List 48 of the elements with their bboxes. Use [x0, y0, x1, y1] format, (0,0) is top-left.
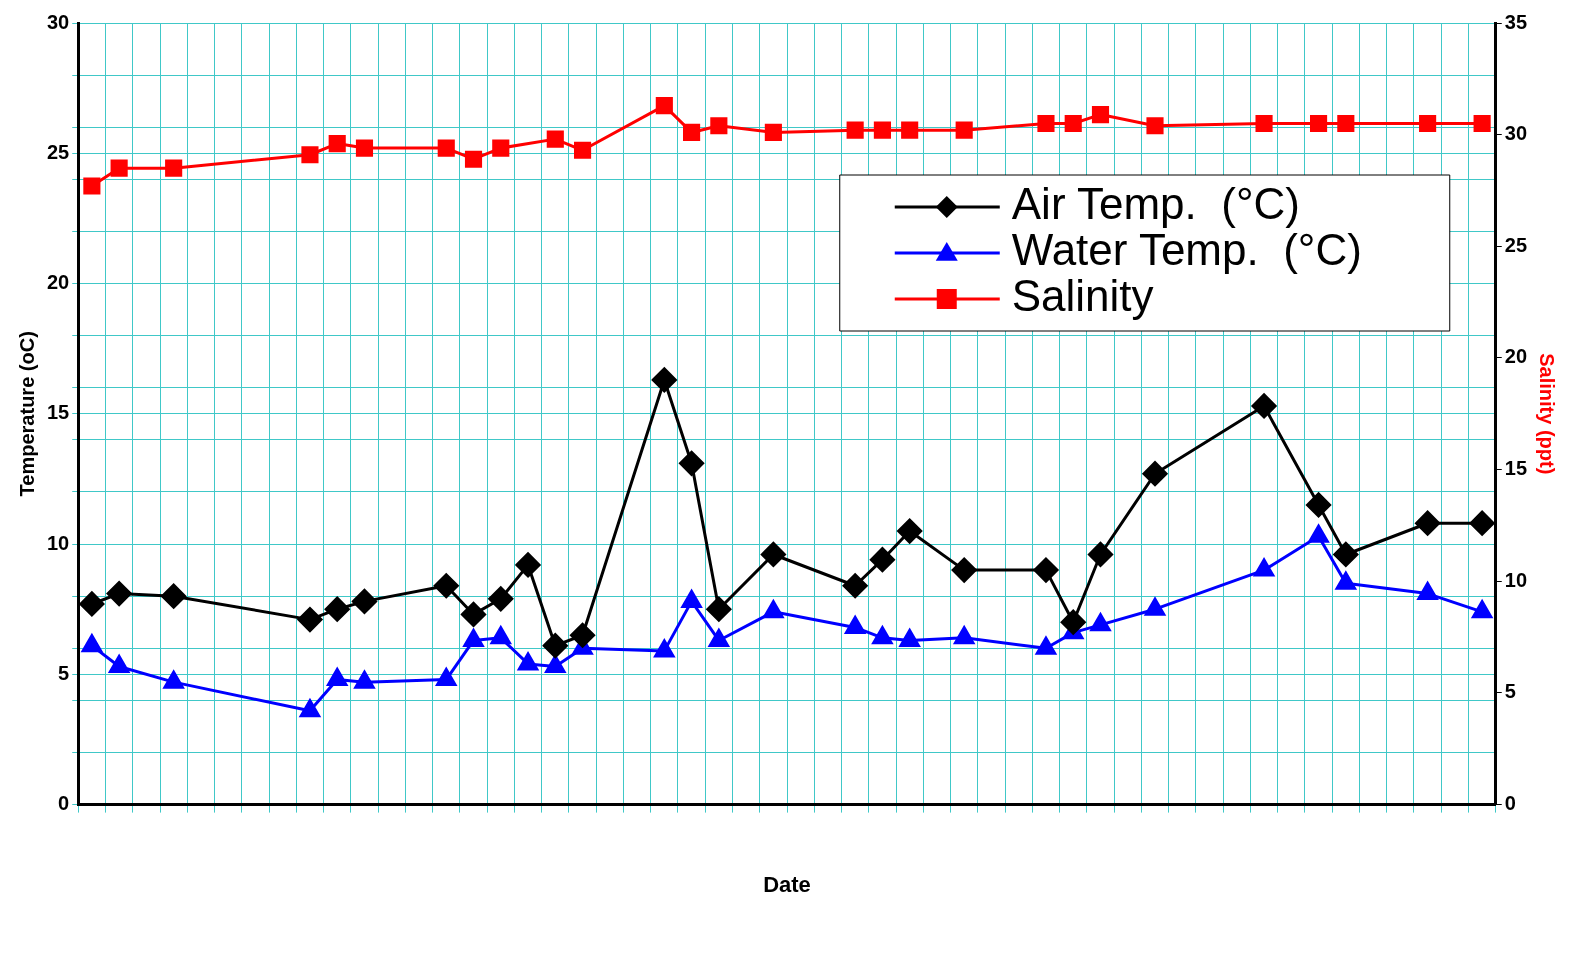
- y2-tick-label: 25: [1504, 233, 1527, 256]
- point: [83, 177, 101, 195]
- point: [1309, 114, 1328, 133]
- point: [1091, 105, 1110, 124]
- x-axis-title: Date: [763, 871, 811, 897]
- point: [464, 150, 483, 168]
- y-tick-label: 25: [47, 140, 70, 163]
- point: [1337, 114, 1355, 133]
- y2-axis-title: Salinity (ppt): [1536, 353, 1559, 475]
- y2-tick-label: 30: [1504, 122, 1527, 145]
- y-tick-label: 30: [47, 10, 70, 33]
- point: [873, 121, 891, 139]
- y2-tick-label: 35: [1504, 10, 1527, 33]
- point: [355, 139, 374, 157]
- point: [1419, 114, 1437, 133]
- point: [710, 117, 728, 135]
- y-tick-label: 15: [47, 401, 70, 424]
- y2-tick-label: 5: [1504, 680, 1516, 703]
- point: [955, 121, 973, 139]
- point: [1064, 114, 1082, 133]
- y-tick-label: 5: [58, 661, 70, 684]
- legend-label: Air Temp. (°C): [1011, 179, 1300, 229]
- point: [1473, 114, 1491, 133]
- point: [546, 130, 564, 148]
- point: [165, 159, 183, 177]
- legend-label: Salinity: [1011, 271, 1154, 321]
- point: [1146, 117, 1164, 135]
- point: [110, 159, 128, 177]
- point: [901, 121, 919, 139]
- point: [1037, 114, 1055, 133]
- point: [437, 139, 455, 157]
- y2-tick-label: 0: [1504, 792, 1516, 815]
- y2-tick-label: 10: [1504, 568, 1527, 591]
- y2-tick-label: 20: [1504, 345, 1527, 368]
- y-axis-title: Temperature (oC): [15, 331, 38, 497]
- point: [846, 121, 864, 139]
- point: [301, 146, 319, 164]
- y-tick-label: 10: [47, 531, 70, 554]
- point: [764, 123, 782, 141]
- y-tick-label: 0: [58, 792, 70, 815]
- point: [683, 123, 701, 141]
- y-tick-label: 20: [47, 271, 70, 294]
- point: [655, 97, 673, 115]
- point: [328, 135, 346, 153]
- point: [1255, 114, 1273, 133]
- point: [492, 139, 510, 157]
- y2-tick-label: 15: [1504, 457, 1527, 480]
- point: [573, 141, 592, 159]
